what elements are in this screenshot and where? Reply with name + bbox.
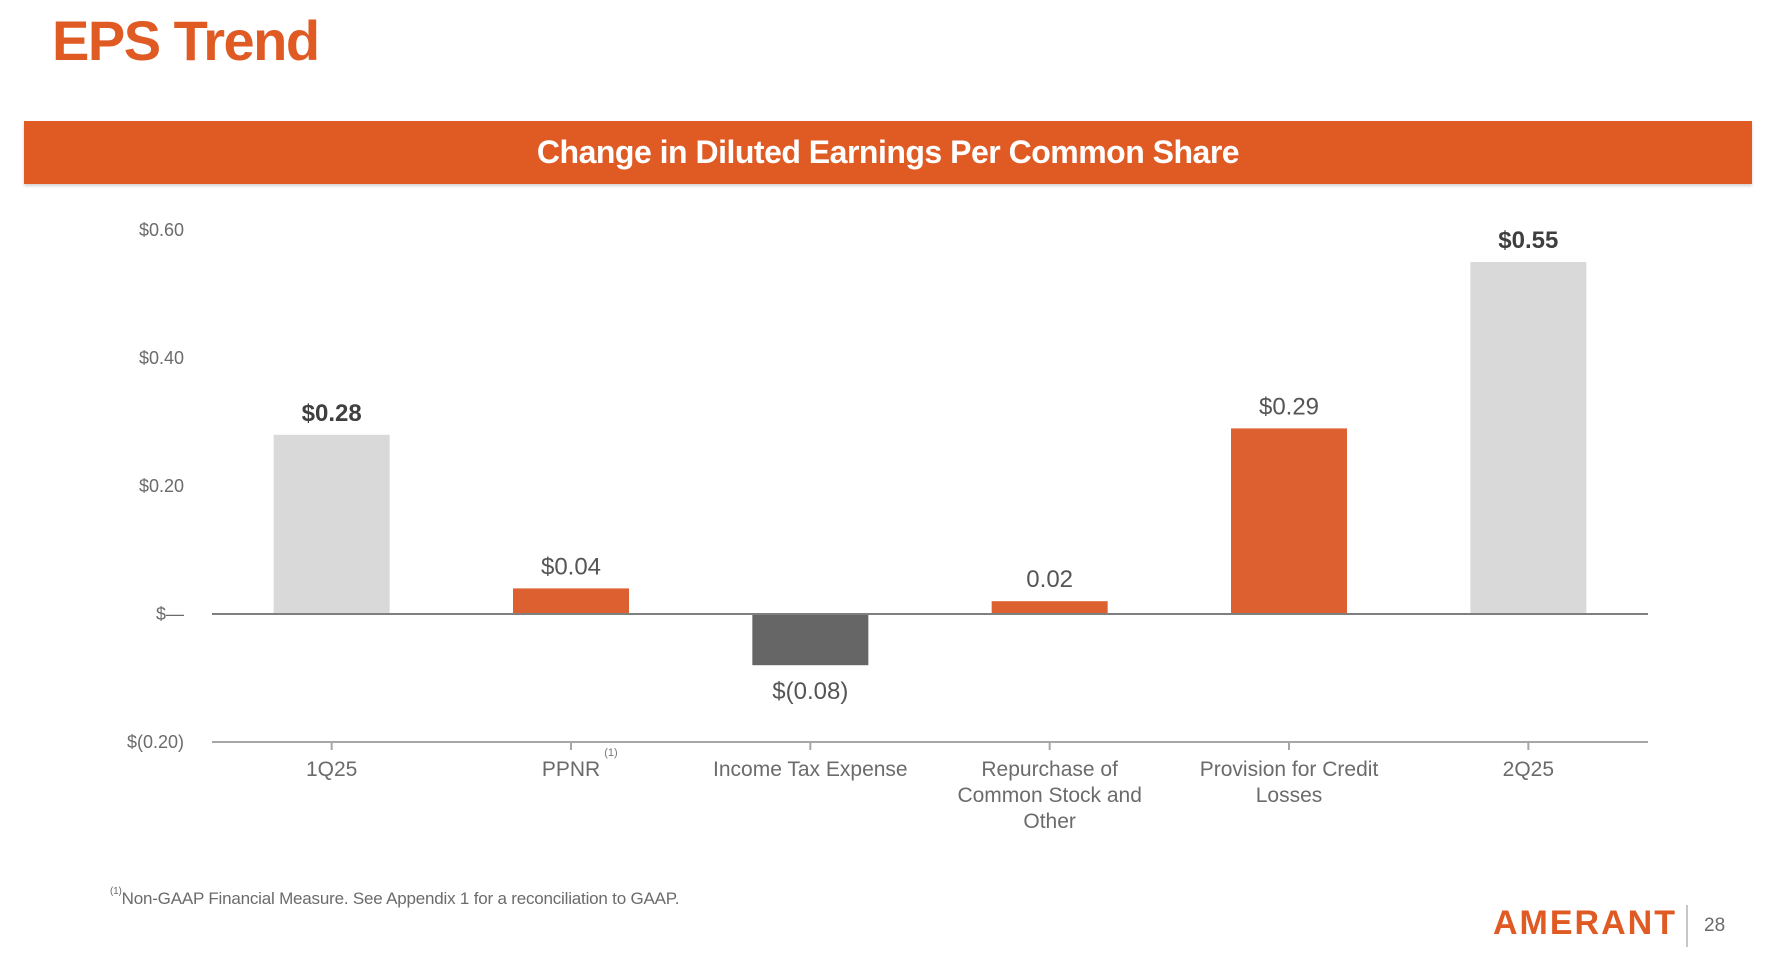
x-tick-superscript: (1) [604, 747, 617, 759]
chart-title: Change in Diluted Earnings Per Common Sh… [536, 134, 1240, 170]
footnote-marker: (1) [110, 886, 122, 898]
x-tick-label: 1Q25 [306, 758, 357, 781]
data-label: $0.04 [541, 553, 601, 580]
y-tick-label: $0.20 [139, 476, 184, 496]
y-tick-label: $0.60 [139, 220, 184, 240]
y-tick-label: $0.40 [139, 348, 184, 368]
page-title: EPS Trend [52, 9, 320, 72]
x-tick-label: Income Tax Expense [713, 758, 908, 781]
bar-1 [273, 434, 390, 614]
company-logo: AMERANT [1493, 904, 1677, 942]
data-label: 0.02 [1026, 566, 1073, 593]
chart-title-banner: Change in Diluted Earnings Per Common Sh… [24, 121, 1752, 184]
x-tick-label: Other [1023, 810, 1076, 833]
bar-2 [513, 588, 629, 614]
data-label: $0.28 [302, 400, 362, 427]
data-label: $0.29 [1259, 393, 1319, 420]
x-tick-label: 2Q25 [1503, 758, 1554, 781]
bar-6 [1470, 262, 1587, 614]
data-label: $0.55 [1498, 227, 1558, 254]
footnote-text: Non-GAAP Financial Measure. See Appendix… [121, 889, 680, 908]
logo-divider [1686, 905, 1688, 947]
footnote: (1)Non-GAAP Financial Measure. See Appen… [110, 886, 680, 909]
data-label: $(0.08) [772, 678, 848, 705]
y-tick-label: $(0.20) [127, 732, 184, 752]
x-tick-label: Losses [1256, 784, 1323, 807]
x-tick-label: Repurchase of [981, 758, 1118, 781]
x-tick-label: PPNR [542, 758, 600, 781]
page-number: 28 [1704, 915, 1726, 936]
eps-bar-chart: $0.60 $0.40 $0.20 $— $(0.20) $0.28 1Q25 $0.04 PP… [127, 220, 1648, 833]
y-tick-label: $— [156, 604, 184, 624]
bar-4 [991, 601, 1108, 614]
x-tick-label: Common Stock and [957, 784, 1141, 807]
bar-3 [752, 614, 869, 666]
bar-5 [1231, 428, 1347, 614]
x-tick-label: Provision for Credit [1200, 758, 1379, 781]
